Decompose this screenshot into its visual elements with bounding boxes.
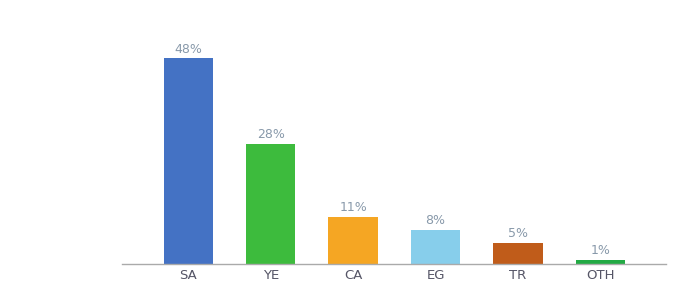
Bar [328,217,378,264]
Bar [246,144,296,264]
Bar [576,260,625,264]
Text: 11%: 11% [339,201,367,214]
Bar [164,58,213,264]
Text: 5%: 5% [508,227,528,240]
Bar [493,243,543,264]
Text: 8%: 8% [426,214,445,227]
Text: 48%: 48% [174,43,202,56]
Text: 1%: 1% [590,244,611,257]
Bar [411,230,460,264]
Text: 28%: 28% [257,128,285,141]
